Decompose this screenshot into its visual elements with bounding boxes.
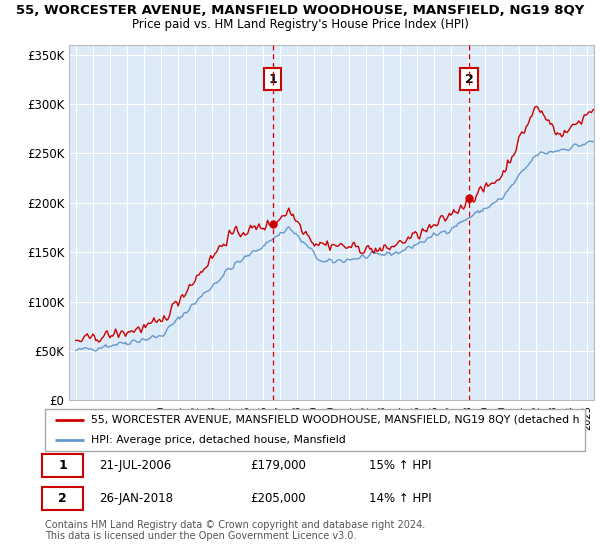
Text: 55, WORCESTER AVENUE, MANSFIELD WOODHOUSE, MANSFIELD, NG19 8QY: 55, WORCESTER AVENUE, MANSFIELD WOODHOUS…: [16, 4, 584, 17]
Text: £179,000: £179,000: [250, 459, 306, 472]
Text: £205,000: £205,000: [250, 492, 306, 505]
Text: 21-JUL-2006: 21-JUL-2006: [99, 459, 171, 472]
Text: 2: 2: [465, 73, 473, 86]
Text: 26-JAN-2018: 26-JAN-2018: [99, 492, 173, 505]
Text: 1: 1: [268, 73, 277, 86]
FancyBboxPatch shape: [42, 487, 83, 510]
Text: Price paid vs. HM Land Registry's House Price Index (HPI): Price paid vs. HM Land Registry's House …: [131, 18, 469, 31]
Text: 55, WORCESTER AVENUE, MANSFIELD WOODHOUSE, MANSFIELD, NG19 8QY (detached h: 55, WORCESTER AVENUE, MANSFIELD WOODHOUS…: [91, 415, 580, 424]
Text: 15% ↑ HPI: 15% ↑ HPI: [369, 459, 431, 472]
Text: HPI: Average price, detached house, Mansfield: HPI: Average price, detached house, Mans…: [91, 435, 346, 445]
FancyBboxPatch shape: [45, 409, 585, 451]
Text: 2: 2: [58, 492, 67, 505]
FancyBboxPatch shape: [42, 454, 83, 477]
Text: 14% ↑ HPI: 14% ↑ HPI: [369, 492, 431, 505]
Text: Contains HM Land Registry data © Crown copyright and database right 2024.
This d: Contains HM Land Registry data © Crown c…: [45, 520, 425, 542]
Text: 1: 1: [58, 459, 67, 472]
